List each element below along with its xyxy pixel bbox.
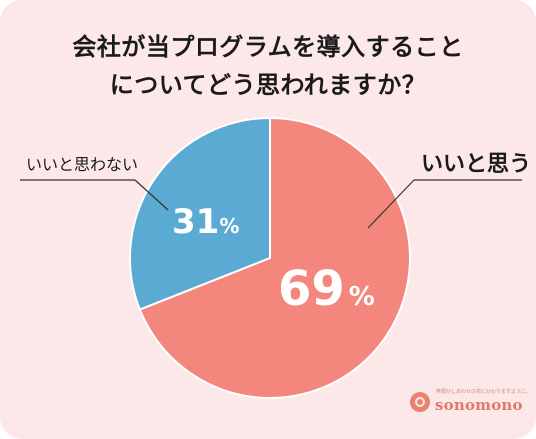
slice-value-yes: 69% bbox=[278, 261, 375, 317]
slice-value-no-unit: % bbox=[219, 214, 239, 238]
slice-value-no-number: 31 bbox=[172, 202, 219, 242]
pie-slice-yes bbox=[138, 116, 411, 399]
slice-value-yes-number: 69 bbox=[278, 261, 345, 317]
pie-slice-no bbox=[129, 116, 271, 311]
slice-label-no: いいと思わない bbox=[26, 155, 138, 174]
chart-title-line-2: についてどう思われますか？ bbox=[109, 71, 427, 99]
slice-label-yes: いいと思う bbox=[421, 152, 531, 177]
brand-logo: 笑顔がしあわせの花にかわりますように。 sonomono bbox=[410, 388, 531, 418]
slice-value-no: 31% bbox=[172, 202, 239, 242]
leader-line-no-diag bbox=[134, 179, 169, 211]
flower-circle-icon bbox=[410, 392, 430, 412]
brand-tagline: 笑顔がしあわせの花にかわりますように。 bbox=[436, 389, 532, 395]
chart-title-line-1: 会社が当プログラムを導入すること bbox=[72, 33, 464, 61]
chart-title: 会社が当プログラムを導入すること についてどう思われますか？ bbox=[0, 28, 536, 104]
brand-wordmark: sonomono bbox=[435, 396, 523, 414]
slice-value-yes-unit: % bbox=[349, 282, 375, 312]
leader-line-yes-diag bbox=[367, 179, 415, 229]
